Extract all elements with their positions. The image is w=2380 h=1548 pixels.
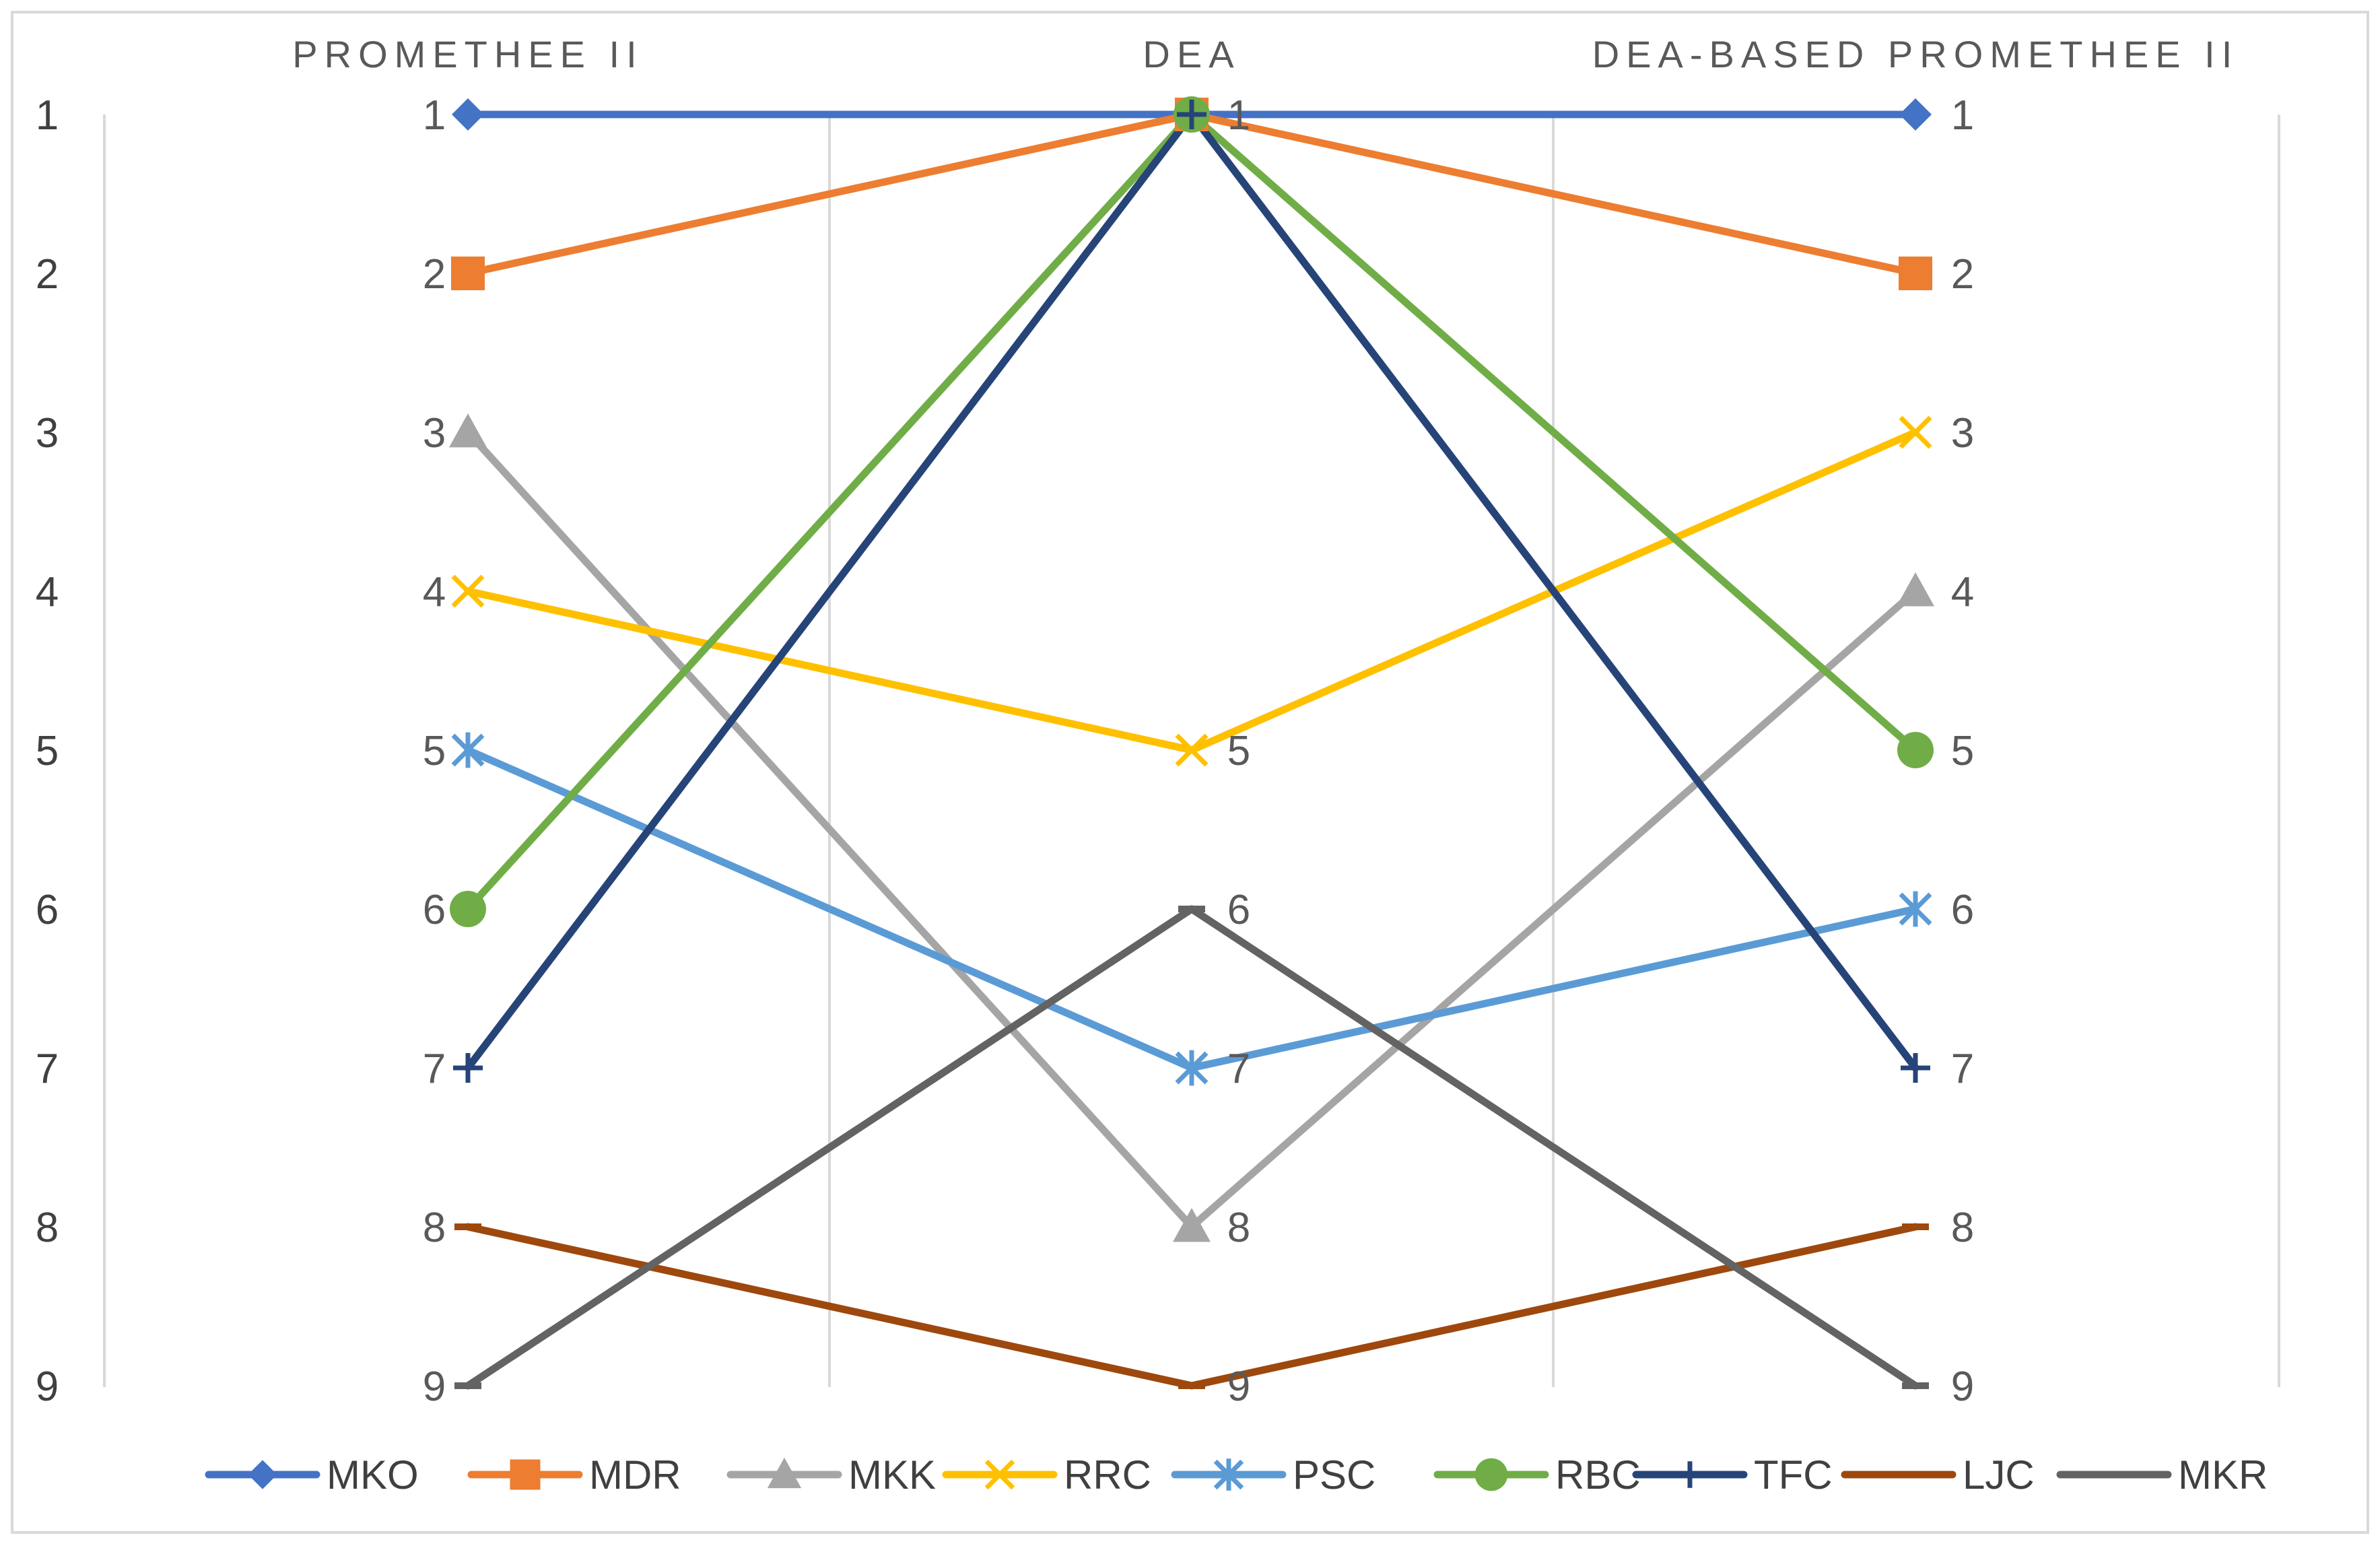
data-label-1-9: 9 — [1227, 1364, 1250, 1410]
data-label-0-4: 4 — [423, 569, 446, 615]
data-label-2-7: 7 — [1951, 1046, 1974, 1092]
legend-marker-tfc — [1676, 1461, 1703, 1488]
category-label-1: DEA — [1143, 33, 1240, 75]
marker-rrc-2 — [1899, 415, 1932, 449]
y-tick-label-9: 9 — [36, 1364, 59, 1410]
y-tick-label-8: 8 — [36, 1205, 59, 1251]
marker-psc-2 — [1899, 891, 1932, 927]
marker-psc-0 — [451, 732, 485, 768]
legend-label-tfc: TFC — [1754, 1452, 1833, 1497]
data-label-1-6: 6 — [1227, 887, 1250, 933]
data-labels: 1 2 3 4 5 6 7 8 9 1 5 6 7 8 9 1 2 3 4 5 6 7 8 9 — [423, 92, 1974, 1410]
legend-item-mko: MKO — [205, 1452, 419, 1497]
data-label-2-5: 5 — [1951, 728, 1974, 774]
legend-label-rrc: RRC — [1064, 1452, 1151, 1497]
marker-psc-1 — [1175, 1050, 1209, 1086]
y-tick-label-1: 1 — [36, 92, 59, 139]
data-label-2-8: 8 — [1951, 1205, 1974, 1251]
data-label-2-2: 2 — [1951, 251, 1974, 298]
legend-item-mkk: MKK — [726, 1452, 936, 1497]
category-label-2: DEA-BASED PROMETHEE II — [1592, 33, 2239, 75]
legend-item-ljc: LJC — [1841, 1452, 2035, 1497]
series-markers — [449, 96, 1934, 1389]
marker-mdr-2 — [1899, 257, 1932, 290]
legend-label-mkr: MKR — [2178, 1452, 2268, 1497]
data-label-0-3: 3 — [423, 410, 446, 457]
chart-border — [11, 11, 2369, 1534]
category-labels: PROMETHEE II DEA DEA-BASED PROMETHEE II — [292, 33, 2239, 75]
marker-mkk-2 — [1897, 572, 1934, 607]
legend-item-tfc: TFC — [1632, 1452, 1833, 1497]
marker-rbc-0 — [450, 891, 486, 927]
marker-rbc-2 — [1897, 732, 1934, 768]
legend-label-mko: MKO — [327, 1452, 419, 1497]
marker-rrc-0 — [451, 574, 485, 608]
legend-label-rbc: RBC — [1555, 1452, 1641, 1497]
data-label-0-2: 2 — [423, 251, 446, 298]
marker-tfc-1 — [1177, 100, 1206, 129]
marker-mkk-1 — [1173, 1208, 1211, 1242]
data-label-0-9: 9 — [423, 1364, 446, 1410]
legend-label-mkk: MKK — [848, 1452, 936, 1497]
data-label-1-8: 8 — [1227, 1205, 1250, 1251]
y-tick-label-6: 6 — [36, 887, 59, 933]
legend-item-mkr: MKR — [2056, 1452, 2268, 1497]
data-label-2-4: 4 — [1951, 569, 1974, 615]
legend-marker-rrc — [984, 1459, 1015, 1490]
legend-marker-mdr — [510, 1459, 541, 1490]
marker-mdr-0 — [451, 257, 485, 290]
legend-marker-psc — [1213, 1458, 1244, 1491]
marker-mkk-0 — [449, 413, 487, 448]
data-label-2-9: 9 — [1951, 1364, 1974, 1410]
marker-mko-0 — [452, 98, 484, 131]
data-label-1-1: 1 — [1227, 92, 1250, 139]
legend-label-mdr: MDR — [589, 1452, 681, 1497]
legend: MKO MDR MKK RRC PSC RBC TFC LJC MKR — [205, 1452, 2268, 1497]
legend-label-ljc: LJC — [1963, 1452, 2035, 1497]
data-label-0-5: 5 — [423, 728, 446, 774]
legend-marker-mko — [248, 1460, 277, 1489]
y-axis-ticks: 1 2 3 4 5 6 7 8 9 — [36, 92, 59, 1410]
data-label-1-7: 7 — [1227, 1046, 1250, 1092]
data-label-2-1: 1 — [1951, 92, 1974, 139]
y-tick-label-5: 5 — [36, 728, 59, 774]
data-label-0-8: 8 — [423, 1205, 446, 1251]
y-tick-label-7: 7 — [36, 1046, 59, 1092]
category-label-0: PROMETHEE II — [292, 33, 643, 75]
data-label-0-1: 1 — [423, 92, 446, 139]
data-label-0-6: 6 — [423, 887, 446, 933]
legend-item-psc: PSC — [1171, 1452, 1375, 1497]
legend-marker-mkk — [767, 1457, 802, 1489]
legend-label-psc: PSC — [1293, 1452, 1375, 1497]
marker-rrc-1 — [1175, 733, 1209, 767]
data-label-0-7: 7 — [423, 1046, 446, 1092]
marker-tfc-0 — [453, 1053, 483, 1083]
legend-item-rrc: RRC — [942, 1452, 1151, 1497]
marker-tfc-2 — [1901, 1053, 1930, 1083]
legend-item-mdr: MDR — [467, 1452, 681, 1497]
gridlines — [103, 114, 2280, 1387]
y-tick-label-3: 3 — [36, 410, 59, 457]
y-tick-label-2: 2 — [36, 251, 59, 298]
marker-mko-2 — [1899, 98, 1932, 131]
legend-item-rbc: RBC — [1433, 1452, 1641, 1497]
legend-marker-rbc — [1474, 1458, 1508, 1491]
y-tick-label-4: 4 — [36, 569, 59, 615]
data-label-2-6: 6 — [1951, 887, 1974, 933]
data-label-2-3: 3 — [1951, 410, 1974, 457]
data-label-1-5: 5 — [1227, 728, 1250, 774]
